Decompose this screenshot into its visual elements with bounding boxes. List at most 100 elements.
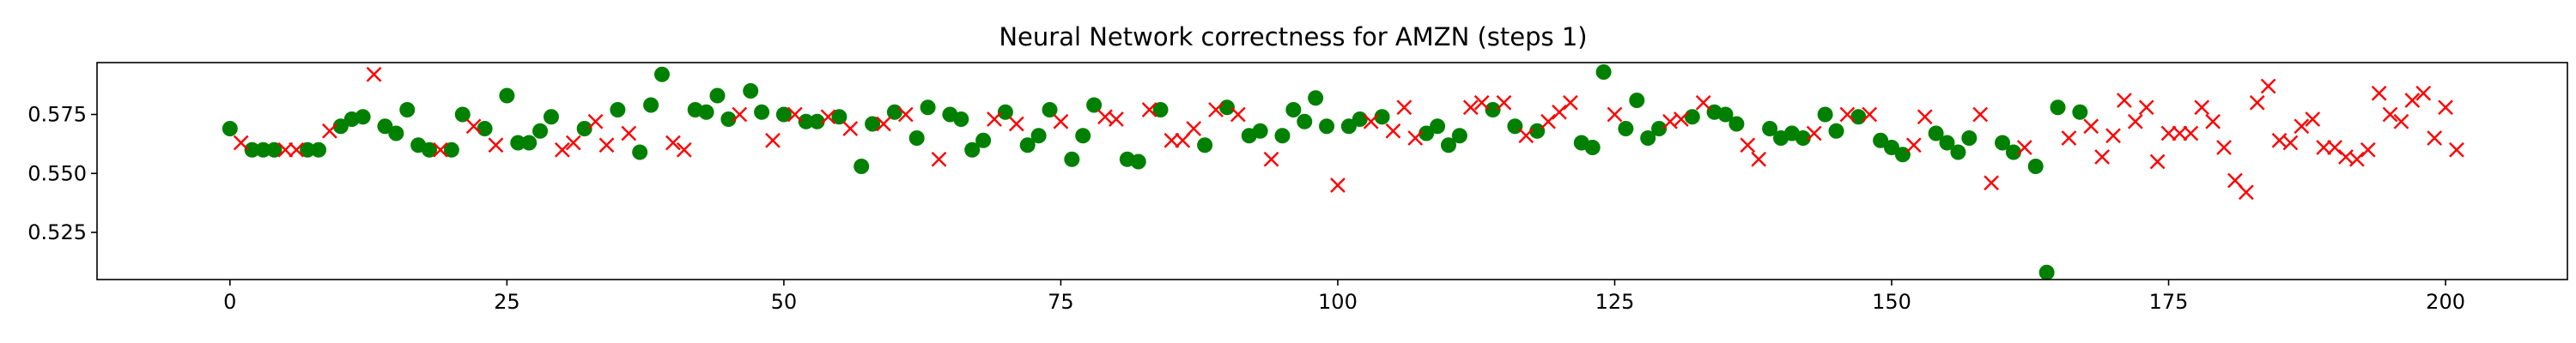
data-point-x [665, 135, 681, 151]
data-point-circle [1629, 93, 1645, 108]
data-point-x [2371, 85, 2387, 101]
data-point-circle [1817, 106, 1833, 123]
data-point-x [820, 109, 836, 125]
data-point-x [2349, 151, 2365, 167]
data-point-circle [1297, 113, 1313, 129]
data-point-x [322, 123, 337, 139]
data-point-x [277, 141, 294, 158]
x-tick-label: 25 [494, 290, 520, 314]
y-tick-label: 0.525 [27, 220, 87, 244]
data-point-x [1518, 128, 1534, 144]
data-point-circle [222, 121, 238, 136]
data-point-circle [1873, 132, 1889, 148]
data-point-x [897, 106, 914, 123]
data-point-x [765, 132, 781, 148]
data-point-circle [1894, 147, 1911, 163]
data-point-circle [754, 104, 770, 120]
data-point-x [2260, 78, 2276, 94]
data-point-x [1917, 109, 1933, 125]
data-point-x [2404, 93, 2421, 108]
data-point-circle [975, 132, 992, 148]
data-point-circle [775, 106, 792, 123]
data-point-x [2160, 125, 2177, 141]
data-point-x [1163, 132, 1180, 148]
data-point-x [1563, 94, 1578, 111]
data-point-circle [798, 113, 814, 129]
data-point-x [598, 137, 615, 153]
data-point-x [842, 121, 859, 136]
data-point-x [2249, 94, 2265, 111]
data-point-circle [1352, 111, 1368, 127]
data-point-x [1053, 113, 1069, 129]
data-point-x [2105, 128, 2121, 144]
data-point-circle [1928, 125, 1944, 141]
data-point-x [1363, 113, 1379, 129]
x-tick-label: 150 [1872, 290, 1911, 314]
data-point-circle [1419, 125, 1435, 141]
data-point-circle [300, 141, 316, 158]
data-point-x [555, 141, 570, 158]
data-point-x [1109, 111, 1124, 127]
data-point-circle [920, 99, 936, 116]
data-point-x [1496, 94, 1512, 111]
data-point-circle [809, 113, 825, 129]
data-point-circle [1485, 102, 1501, 117]
data-point-x [2239, 184, 2254, 201]
data-point-circle [1086, 97, 1103, 113]
data-point-x [233, 135, 249, 151]
data-point-x [2016, 140, 2032, 155]
data-point-circle [2038, 264, 2055, 280]
data-point-circle [543, 109, 559, 125]
data-point-circle [610, 102, 626, 117]
data-point-circle [443, 141, 459, 158]
data-point-circle [244, 141, 260, 158]
data-point-x [1862, 106, 1878, 123]
data-point-circle [388, 125, 404, 141]
data-point-circle [399, 102, 416, 117]
data-point-x [2149, 153, 2166, 170]
data-point-x [1607, 106, 1623, 123]
x-tick-label: 125 [1595, 290, 1635, 314]
data-point-circle [1995, 135, 2011, 151]
data-point-circle [1075, 128, 1091, 144]
data-point-circle [1950, 144, 1966, 160]
data-point-x [2172, 125, 2188, 141]
data-point-x [1407, 130, 1424, 146]
data-point-circle [1274, 128, 1291, 144]
x-axis: 0 25 50 75 100 125 150 175 200 [223, 280, 2465, 314]
data-point-x [1972, 106, 1989, 123]
data-point-circle [1042, 102, 1058, 117]
data-point-x [2327, 140, 2342, 155]
data-point-x [2061, 130, 2077, 146]
data-point-circle [1795, 130, 1811, 146]
data-point-x [565, 135, 581, 151]
data-point-circle [709, 87, 726, 104]
data-point-circle [454, 106, 471, 123]
data-point-x [2393, 113, 2409, 129]
data-point-x [1751, 151, 1767, 167]
data-point-circle [698, 104, 714, 120]
data-point-x [2138, 99, 2154, 116]
data-point-x [1263, 151, 1279, 167]
data-point-circle [720, 111, 737, 127]
data-point-circle [1762, 121, 1778, 136]
data-point-circle [1019, 137, 1036, 153]
data-point-x [2438, 99, 2453, 116]
data-point-circle [643, 97, 659, 113]
data-point-x [2360, 141, 2376, 158]
data-point-circle [908, 130, 925, 146]
data-point-circle [2005, 144, 2021, 160]
data-point-x [1330, 178, 1346, 193]
y-tick-label: 0.575 [27, 103, 87, 127]
data-point-x [1186, 121, 1202, 136]
data-point-circle [2072, 104, 2088, 120]
y-tick-label: 0.550 [27, 161, 87, 185]
data-point-circle [266, 141, 283, 158]
data-point-x [2316, 140, 2332, 155]
data-point-circle [1430, 118, 1446, 135]
data-point-x [2427, 130, 2443, 146]
data-point-x [2083, 118, 2099, 135]
data-point-circle [576, 121, 592, 136]
data-point-x [1740, 137, 1756, 153]
